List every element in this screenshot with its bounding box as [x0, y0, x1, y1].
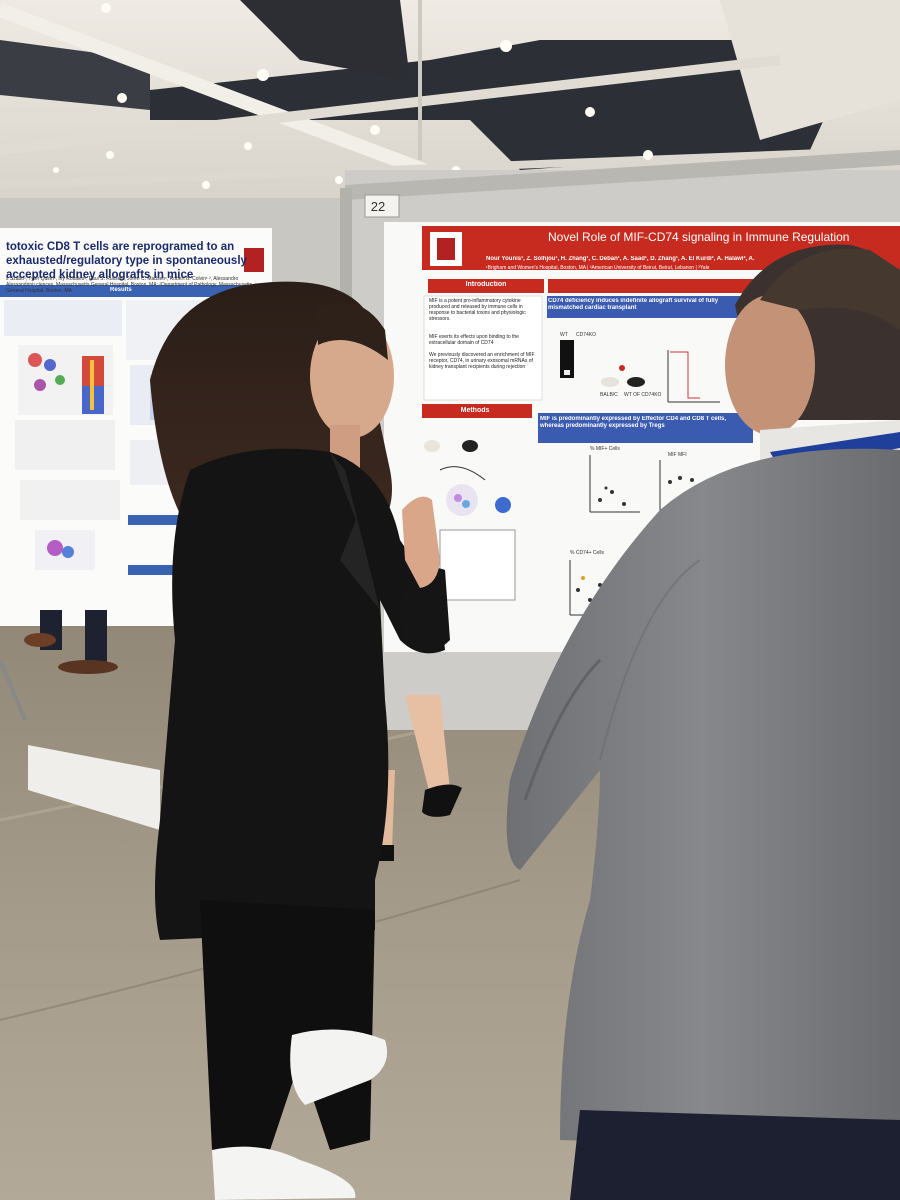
chart-label-cd74-cells: % CD74+ Cells — [570, 550, 605, 556]
left-poster-authors: s Szabo¹, Tyler Quinn¹, Ivy Rosales¹, Pa… — [6, 276, 253, 294]
right-poster-introduction-header: Introduction — [465, 281, 507, 288]
intro-bullet-2: MIF exerts its effects upon binding to t… — [429, 334, 519, 346]
woman-presenter — [150, 281, 450, 1200]
right-poster-cd74-heading: CD74 deficiency induces indefinite allog… — [548, 298, 719, 311]
right-poster-title: Novel Role of MIF-CD74 signaling in Immu… — [548, 230, 850, 244]
man-attendee — [506, 244, 900, 1200]
left-poster-title: totoxic CD8 T cells are reprogramed to a… — [6, 241, 247, 281]
board-number: 22 — [370, 199, 386, 214]
left-poster-results-label: Results — [110, 287, 132, 293]
right-poster-affiliations: ¹Brigham and Women's Hospital, Boston, M… — [486, 265, 710, 271]
right-poster-mif-heading: MIF is predominantly expressed by Effect… — [540, 416, 727, 429]
ceiling-lights — [53, 3, 653, 189]
chart-label-mif-mfi: MIF MFI — [668, 452, 687, 458]
label-balbc: BALB/C — [600, 392, 618, 398]
right-poster-authors: Nour Younis¹, Z. Solhjou¹, H. Zhang¹, C.… — [486, 256, 755, 262]
right-poster-methods-header: Methods — [460, 407, 490, 414]
label-cd74ko: CD74KO — [576, 332, 597, 338]
intro-bullet-3: We previously discovered an enrichment o… — [429, 352, 535, 370]
chart-label-mif-cells: % MIF+ Cells — [590, 446, 620, 452]
intro-bullet-1: MIF is a potent pro-inflammatory cytokin… — [429, 298, 526, 322]
label-wt-of-cd74ko: WT OF CD74KO — [624, 392, 662, 398]
label-wt: WT — [560, 332, 568, 338]
